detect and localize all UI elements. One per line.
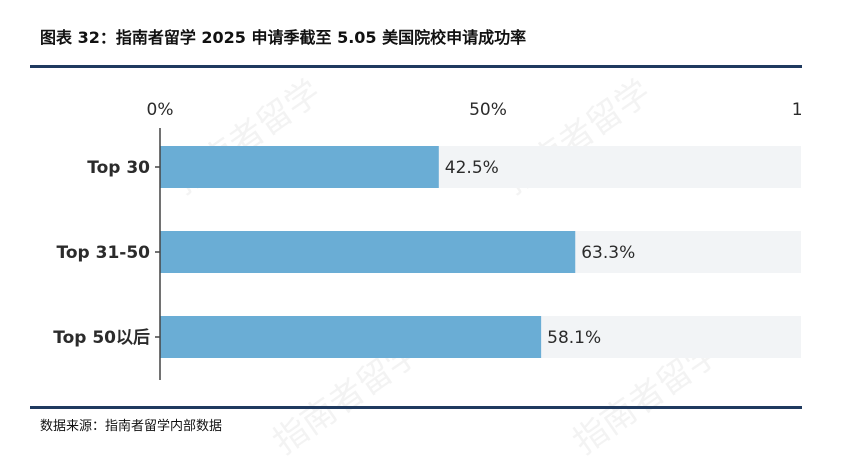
bar (160, 316, 542, 358)
top-divider (30, 65, 802, 68)
chart-title: 图表 32：指南者留学 2025 申请季截至 5.05 美国院校申请成功率 (40, 28, 527, 47)
x-tick-label: 50% (469, 100, 507, 120)
data-label: 58.1% (547, 328, 601, 348)
data-label: 42.5% (445, 158, 499, 178)
source-value: 指南者留学内部数据 (105, 419, 223, 434)
bar-chart: 0% 50% 100% Top 30 42.5% Top 31-50 63.3% Top 50… (53, 100, 841, 380)
x-tick-label: 100% (792, 100, 841, 120)
category-label: Top 50以后 (53, 328, 150, 348)
source-note: 数据来源：指南者留学内部数据 (40, 415, 222, 434)
data-label: 63.3% (581, 243, 635, 263)
category-label: Top 31-50 (57, 243, 151, 263)
source-label: 数据来源： (40, 419, 106, 434)
bar (160, 146, 439, 188)
bar (160, 231, 576, 273)
x-tick-label: 0% (147, 100, 174, 120)
bottom-divider (30, 406, 802, 409)
category-label: Top 30 (87, 158, 150, 178)
